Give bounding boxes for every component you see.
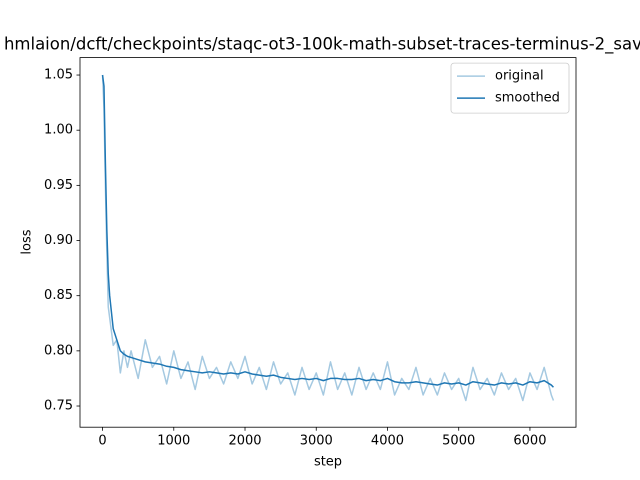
plot-frame: [79, 57, 577, 428]
x-tick-label: 5000: [442, 434, 475, 449]
x-tick-label: 4000: [371, 434, 404, 449]
x-tick-label: 1000: [157, 434, 190, 449]
legend-box: [450, 62, 570, 114]
x-tick-label: 0: [98, 434, 106, 449]
x-tick-label: 3000: [300, 434, 333, 449]
chart-title: hmlaion/dcft/checkpoints/staqc-ot3-100k-…: [4, 35, 640, 55]
x-tick-label: 6000: [513, 434, 546, 449]
y-tick-label: 0.75: [44, 399, 73, 414]
legend-label: original: [495, 69, 544, 84]
x-tick-label: 2000: [228, 434, 261, 449]
y-axis-label: loss: [20, 229, 35, 254]
legend-label: smoothed: [495, 91, 560, 106]
y-tick-label: 1.05: [44, 68, 73, 83]
y-tick-label: 0.95: [44, 178, 73, 193]
y-tick-label: 0.85: [44, 288, 73, 303]
x-axis-label: step: [314, 455, 342, 470]
y-tick-label: 1.00: [44, 123, 73, 138]
y-tick-label: 0.90: [44, 233, 73, 248]
series-line: [101, 74, 554, 388]
y-tick-label: 0.80: [44, 343, 73, 358]
